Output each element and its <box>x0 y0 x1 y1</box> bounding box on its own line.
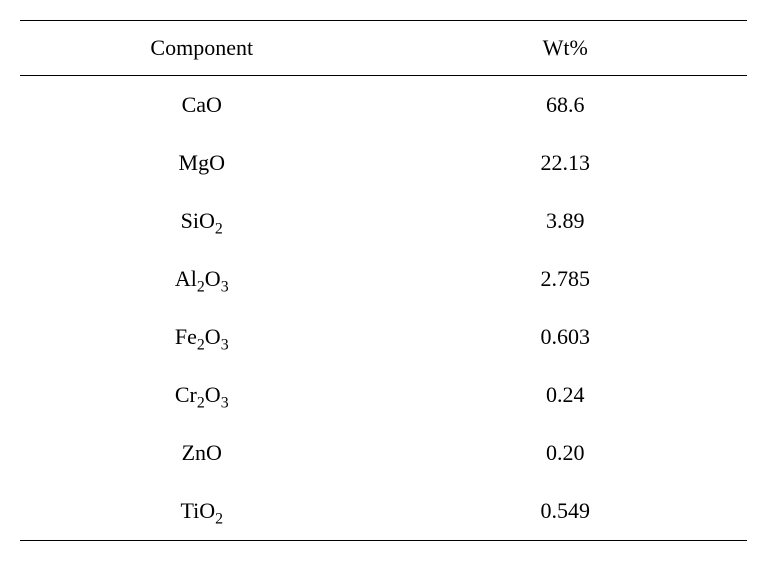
cell-component: MgO <box>20 134 384 192</box>
table-row: Al2O32.785 <box>20 250 747 308</box>
cell-component: CaO <box>20 76 384 135</box>
cell-component: ZnO <box>20 424 384 482</box>
table-row: SiO23.89 <box>20 192 747 250</box>
cell-component: SiO2 <box>20 192 384 250</box>
cell-wt: 3.89 <box>384 192 748 250</box>
table-row: CaO68.6 <box>20 76 747 135</box>
header-wt: Wt% <box>384 21 748 76</box>
table-row: TiO20.549 <box>20 482 747 541</box>
cell-component: TiO2 <box>20 482 384 541</box>
composition-table-wrap: Component Wt% CaO68.6MgO22.13SiO23.89Al2… <box>0 0 767 571</box>
header-row: Component Wt% <box>20 21 747 76</box>
cell-wt: 0.20 <box>384 424 748 482</box>
cell-component: Fe2O3 <box>20 308 384 366</box>
table-body: CaO68.6MgO22.13SiO23.89Al2O32.785Fe2O30.… <box>20 76 747 541</box>
composition-table: Component Wt% CaO68.6MgO22.13SiO23.89Al2… <box>20 20 747 541</box>
cell-wt: 0.603 <box>384 308 748 366</box>
table-row: Cr2O30.24 <box>20 366 747 424</box>
table-row: MgO22.13 <box>20 134 747 192</box>
cell-wt: 0.24 <box>384 366 748 424</box>
cell-wt: 2.785 <box>384 250 748 308</box>
cell-component: Cr2O3 <box>20 366 384 424</box>
table-row: ZnO0.20 <box>20 424 747 482</box>
table-row: Fe2O30.603 <box>20 308 747 366</box>
header-component: Component <box>20 21 384 76</box>
cell-wt: 68.6 <box>384 76 748 135</box>
cell-wt: 0.549 <box>384 482 748 541</box>
cell-component: Al2O3 <box>20 250 384 308</box>
cell-wt: 22.13 <box>384 134 748 192</box>
